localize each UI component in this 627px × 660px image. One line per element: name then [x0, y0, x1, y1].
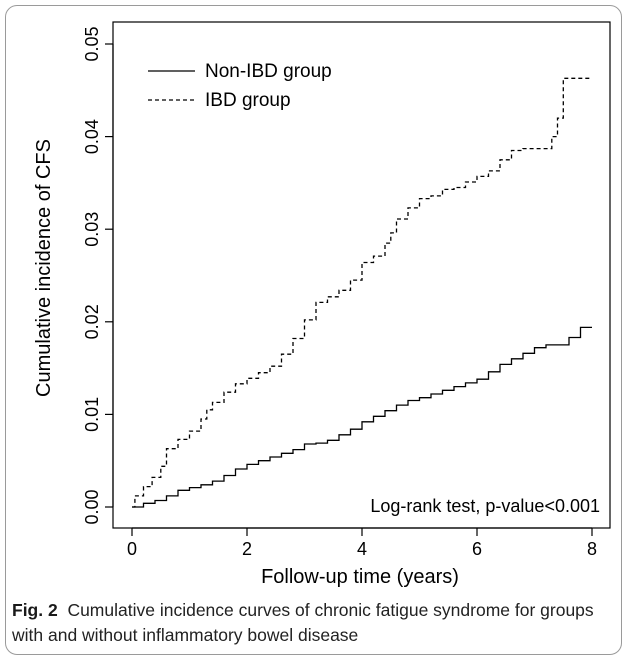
y-tick-label: 0.04	[82, 119, 102, 154]
legend-non-ibd-label: Non-IBD group	[205, 61, 332, 82]
y-tick-label: 0.03	[82, 212, 102, 247]
x-tick-label: 6	[472, 539, 482, 559]
x-tick-label: 4	[357, 539, 367, 559]
x-tick-label: 0	[127, 539, 137, 559]
non-ibd-curve	[132, 326, 592, 508]
x-tick-label: 8	[587, 539, 597, 559]
log-rank-annotation: Log-rank test, p-value<0.001	[370, 496, 600, 516]
y-tick-label: 0.05	[82, 26, 102, 61]
y-axis: 0.00 0.01 0.02 0.03 0.04 0.05	[82, 26, 114, 525]
legend: Non-IBD group IBD group	[148, 61, 332, 111]
figure-caption: Fig. 2 Cumulative incidence curves of ch…	[12, 598, 617, 648]
y-tick-label: 0.00	[82, 489, 102, 524]
x-tick-label: 2	[242, 539, 252, 559]
figure-frame	[5, 5, 622, 655]
y-tick-label: 0.01	[82, 397, 102, 432]
x-axis: 0 2 4 6 8	[127, 527, 597, 559]
y-tick-label: 0.02	[82, 304, 102, 339]
ibd-curve	[132, 77, 592, 508]
y-axis-label: Cumulative incidence of CFS	[33, 139, 55, 397]
x-axis-label: Follow-up time (years)	[261, 566, 459, 588]
cumulative-incidence-chart: 0 2 4 6 8 0.00 0.01 0.02 0.03 0.04 0.05 Non-IBD g…	[33, 21, 611, 588]
figure-label: Fig. 2	[12, 600, 58, 620]
legend-ibd-label: IBD group	[205, 90, 291, 111]
figure-caption-text: Cumulative incidence curves of chronic f…	[12, 600, 594, 645]
series-layer	[132, 77, 592, 508]
